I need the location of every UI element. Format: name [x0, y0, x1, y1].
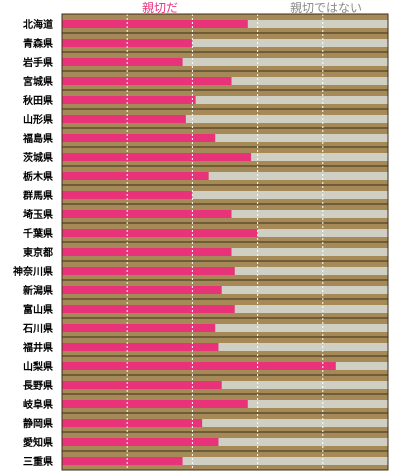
category-label: 栃木県	[23, 170, 53, 183]
category-label: 群馬県	[23, 189, 53, 202]
bar-not-shinsetsu	[195, 96, 388, 104]
bar-not-shinsetsu	[202, 419, 388, 427]
bar-not-shinsetsu	[231, 77, 388, 85]
category-label: 山梨県	[23, 360, 53, 373]
bars	[62, 20, 388, 465]
category-label: 東京都	[23, 246, 53, 259]
category-label: 茨城県	[23, 151, 53, 164]
bar-not-shinsetsu	[192, 191, 388, 199]
bar-shinsetsu	[62, 134, 216, 142]
bar-shinsetsu	[62, 172, 209, 180]
category-label: 秋田県	[23, 94, 53, 107]
bar-not-shinsetsu	[247, 400, 388, 408]
category-label: 北海道	[23, 18, 53, 31]
legend: 親切だ 親切ではない	[142, 1, 362, 15]
bar-not-shinsetsu	[215, 134, 388, 142]
bar-not-shinsetsu	[257, 229, 388, 237]
bar-shinsetsu	[62, 343, 219, 351]
bar-shinsetsu	[62, 229, 258, 237]
bar-not-shinsetsu	[182, 58, 388, 66]
bar-shinsetsu	[62, 267, 235, 275]
bar-shinsetsu	[62, 210, 232, 218]
bar-shinsetsu	[62, 115, 186, 123]
bar-shinsetsu	[62, 438, 219, 446]
category-label: 山形県	[23, 113, 53, 126]
row-bands	[62, 14, 388, 470]
category-label: 宮城県	[23, 75, 53, 88]
bar-shinsetsu	[62, 419, 203, 427]
category-label: 岐阜県	[23, 398, 53, 411]
bar-shinsetsu	[62, 457, 183, 465]
bar-not-shinsetsu	[247, 20, 388, 28]
bar-not-shinsetsu	[182, 457, 388, 465]
bar-not-shinsetsu	[234, 267, 388, 275]
category-label: 長野県	[23, 379, 53, 392]
category-label: 千葉県	[23, 227, 53, 240]
bar-not-shinsetsu	[251, 153, 388, 161]
bar-not-shinsetsu	[185, 115, 388, 123]
category-label: 福島県	[22, 132, 53, 145]
bar-not-shinsetsu	[218, 343, 388, 351]
legend-not-shinsetsu: 親切ではない	[290, 1, 362, 15]
bar-shinsetsu	[62, 77, 232, 85]
category-labels: 北海道青森県岩手県宮城県秋田県山形県福島県茨城県栃木県群馬県埼玉県千葉県東京都神…	[13, 18, 53, 468]
category-label: 静岡県	[23, 417, 53, 430]
bar-shinsetsu	[62, 20, 248, 28]
bar-shinsetsu	[62, 324, 216, 332]
bar-not-shinsetsu	[218, 438, 388, 446]
bar-shinsetsu	[62, 96, 196, 104]
category-label: 青森県	[23, 37, 53, 50]
category-label: 三重県	[23, 455, 53, 468]
category-label: 埼玉県	[23, 208, 53, 221]
bar-not-shinsetsu	[234, 305, 388, 313]
category-label: 新潟県	[23, 284, 53, 297]
category-label: 岩手県	[22, 56, 53, 69]
category-label: 富山県	[23, 303, 53, 316]
bar-not-shinsetsu	[231, 248, 388, 256]
category-label: 愛知県	[23, 436, 53, 449]
bar-shinsetsu	[62, 153, 252, 161]
bar-shinsetsu	[62, 248, 232, 256]
category-label: 石川県	[22, 322, 53, 335]
bar-not-shinsetsu	[208, 172, 388, 180]
bar-shinsetsu	[62, 305, 235, 313]
bar-shinsetsu	[62, 400, 248, 408]
bar-not-shinsetsu	[192, 39, 388, 47]
bar-shinsetsu	[62, 286, 222, 294]
bar-not-shinsetsu	[231, 210, 388, 218]
bar-not-shinsetsu	[221, 286, 388, 294]
gridlines	[61, 13, 389, 471]
bar-not-shinsetsu	[221, 381, 388, 389]
bar-shinsetsu	[62, 58, 183, 66]
legend-shinsetsu: 親切だ	[142, 1, 178, 15]
bar-not-shinsetsu	[215, 324, 388, 332]
plot-frame	[61, 13, 389, 471]
category-label: 福井県	[22, 341, 53, 354]
bar-shinsetsu	[62, 381, 222, 389]
category-label: 神奈川県	[13, 265, 53, 278]
bar-shinsetsu	[62, 362, 336, 370]
bar-not-shinsetsu	[335, 362, 388, 370]
